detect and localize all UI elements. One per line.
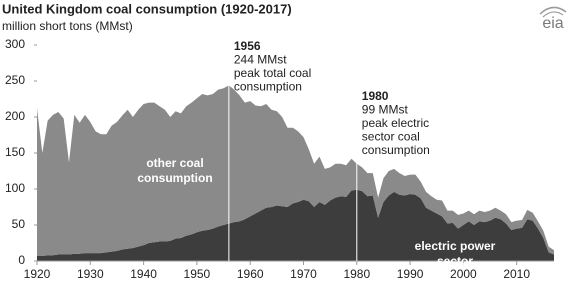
annotation-text: sector coal <box>362 130 420 144</box>
x-tick-label: 2000 <box>450 267 477 281</box>
y-tick-label: 250 <box>5 73 25 87</box>
logo-text: eia <box>542 15 563 32</box>
y-tick-label: 100 <box>5 181 25 195</box>
annotation-text: 244 MMst <box>234 53 287 67</box>
logo-arc <box>539 6 567 15</box>
chart-subtitle: million short tons (MMst) <box>2 19 133 33</box>
annotation-text: consumption <box>234 80 302 94</box>
annotation-text: 1980 <box>362 89 389 103</box>
logo: eia <box>539 6 567 32</box>
annotation-text: 99 MMst <box>362 103 409 117</box>
area-label: electric power sector <box>414 239 496 268</box>
x-tick-label: 1970 <box>290 267 317 281</box>
y-tick-label: 50 <box>12 217 26 231</box>
logo-arc <box>542 11 564 18</box>
x-tick-label: 1990 <box>397 267 424 281</box>
area <box>37 189 554 261</box>
annotation-text: peak total coal <box>234 66 311 80</box>
area-label: other coal consumption <box>137 156 213 185</box>
x-tick-label: 1930 <box>77 267 104 281</box>
area <box>37 85 554 256</box>
x-tick-label: 1950 <box>184 267 211 281</box>
y-tick-label: 200 <box>5 109 25 123</box>
x-tick-label: 1960 <box>237 267 264 281</box>
annotation-text: consumption <box>362 143 430 157</box>
chart-title: United Kingdom coal consumption (1920-20… <box>2 1 292 16</box>
x-tick-label: 1980 <box>343 267 370 281</box>
annotation-text: 1956 <box>234 39 261 53</box>
annotation-text: peak electric <box>362 116 429 130</box>
x-tick-label: 2010 <box>503 267 530 281</box>
x-tick-label: 1920 <box>24 267 51 281</box>
y-tick-label: 0 <box>18 253 25 267</box>
y-tick-label: 150 <box>5 145 25 159</box>
y-tick-label: 300 <box>5 37 25 51</box>
x-tick-label: 1940 <box>130 267 157 281</box>
